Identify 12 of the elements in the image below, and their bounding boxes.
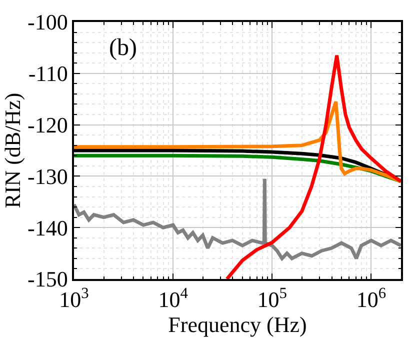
x-tick-label: 10$^{4}$ [158, 284, 188, 312]
annotation: (b) [109, 35, 137, 61]
y-tick-label: -150 [28, 266, 68, 292]
y-tick-label: -110 [28, 61, 68, 86]
y-tick-label: -120 [28, 112, 68, 138]
x-tick-label: 10$^{6}$ [356, 284, 386, 312]
y-tick-label: -130 [28, 164, 68, 189]
x-tick-label: 10$^{5}$ [257, 284, 288, 312]
y-tick-label: -140 [28, 215, 68, 240]
y-axis-title: RIN (dB/Hz) [0, 92, 25, 208]
y-tick-label: -100 [28, 10, 68, 35]
x-axis-title: Frequency (Hz) [168, 312, 307, 338]
